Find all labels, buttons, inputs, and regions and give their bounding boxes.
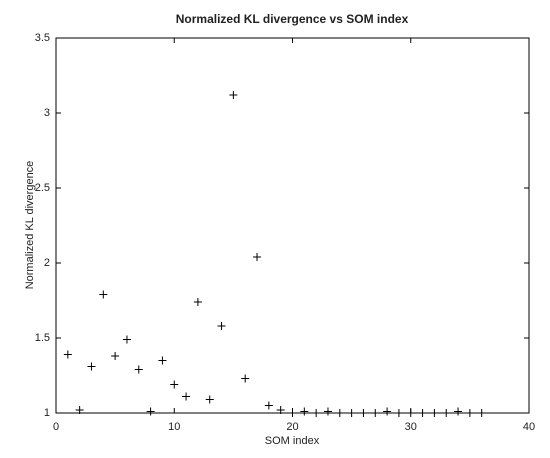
y-tick-label: 1.5 <box>35 332 50 344</box>
point <box>430 409 439 417</box>
point <box>359 409 368 417</box>
point <box>111 352 120 360</box>
point <box>394 409 403 417</box>
point <box>454 407 463 416</box>
y-tick-label: 2.5 <box>35 182 50 194</box>
x-axis-label: SOM index <box>265 435 320 447</box>
y-axis-label: Normalized KL divergence <box>24 161 36 290</box>
point <box>182 392 191 401</box>
x-tick-label: 20 <box>286 421 298 433</box>
point <box>193 298 202 306</box>
point <box>442 409 451 417</box>
point <box>253 253 262 261</box>
point <box>122 335 131 344</box>
point <box>75 406 84 414</box>
point <box>418 409 427 417</box>
point <box>465 409 474 417</box>
point <box>158 356 167 365</box>
point <box>241 374 250 383</box>
point <box>406 409 415 417</box>
x-tick-label: 30 <box>405 421 417 433</box>
y-tick-label: 3 <box>44 107 50 119</box>
x-tick-label: 0 <box>53 421 59 433</box>
point <box>477 409 486 417</box>
point <box>371 409 380 417</box>
point <box>217 322 226 330</box>
x-tick-label: 40 <box>523 421 535 433</box>
point <box>87 362 96 371</box>
point <box>63 350 72 359</box>
y-tick-label: 1 <box>44 407 50 419</box>
point <box>170 380 179 389</box>
y-tick-label: 3.5 <box>35 32 50 44</box>
point <box>146 407 155 416</box>
point <box>312 409 321 417</box>
point <box>347 409 356 417</box>
point <box>300 407 309 416</box>
point <box>205 395 214 404</box>
point <box>276 406 285 414</box>
y-tick-label: 2 <box>44 257 50 269</box>
point <box>323 407 332 416</box>
point <box>288 409 297 417</box>
chart-title: Normalized KL divergence vs SOM index <box>176 12 409 26</box>
point <box>134 365 143 374</box>
point <box>383 407 392 416</box>
point <box>99 290 108 299</box>
point <box>264 401 273 410</box>
x-tick-label: 10 <box>168 421 180 433</box>
point <box>335 409 344 417</box>
point <box>229 91 238 99</box>
